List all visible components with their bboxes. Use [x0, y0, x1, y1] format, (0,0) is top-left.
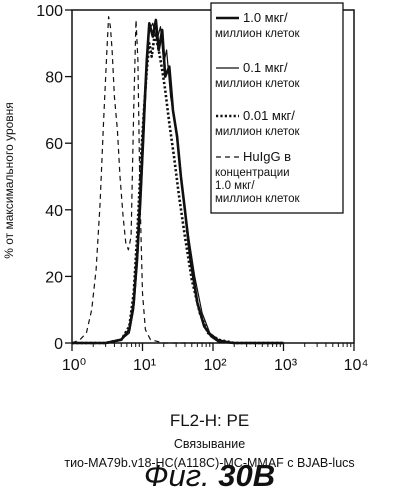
legend-label: 0.01 мкг/ — [243, 108, 295, 123]
caption-line-2: тио-MA79b.v18-HC(A118C)-MC-MMAF с BJAB-l… — [64, 456, 355, 470]
x-tick-label: 10³ — [274, 357, 298, 374]
legend-label: HuIgG в — [243, 149, 291, 164]
figure-prefix: Фиг. — [143, 458, 210, 493]
legend-label: миллион клеток — [215, 78, 301, 90]
legend-label: 0.1 мкг/ — [243, 60, 288, 75]
legend-label: концентрации — [215, 167, 290, 179]
y-axis-label: % от максимального уровня — [2, 102, 16, 259]
caption-line-1: Связывание — [173, 437, 246, 451]
legend-box — [210, 2, 344, 214]
figure-label: Фиг. 30B — [0, 458, 419, 494]
y-tick-label: 20 — [45, 269, 63, 286]
series-line-dotted — [72, 31, 284, 345]
series-line-dashed — [71, 16, 213, 344]
x-axis-label: FL2-H: PE — [169, 411, 250, 430]
series-line-thin-solid — [72, 22, 284, 344]
y-tick-label: 60 — [45, 136, 63, 153]
y-tick-label: 0 — [54, 336, 63, 353]
y-tick-label: 80 — [45, 70, 63, 87]
y-tick-label: 40 — [45, 203, 63, 220]
legend-label: 1.0 мкг/ — [215, 180, 255, 192]
x-tick-label: 10⁴ — [344, 357, 369, 374]
legend-label: миллион клеток — [215, 193, 301, 205]
figure-number: 30B — [218, 458, 276, 493]
x-tick-label: 10² — [203, 357, 227, 374]
x-tick-label: 10¹ — [133, 357, 156, 374]
legend-label: миллион клеток — [215, 126, 301, 138]
x-tick-label: 10⁰ — [62, 357, 86, 374]
y-tick-label: 100 — [36, 3, 63, 20]
legend-label: 1.0 мкг/ — [243, 10, 288, 25]
legend-label: миллион клеток — [215, 28, 301, 40]
